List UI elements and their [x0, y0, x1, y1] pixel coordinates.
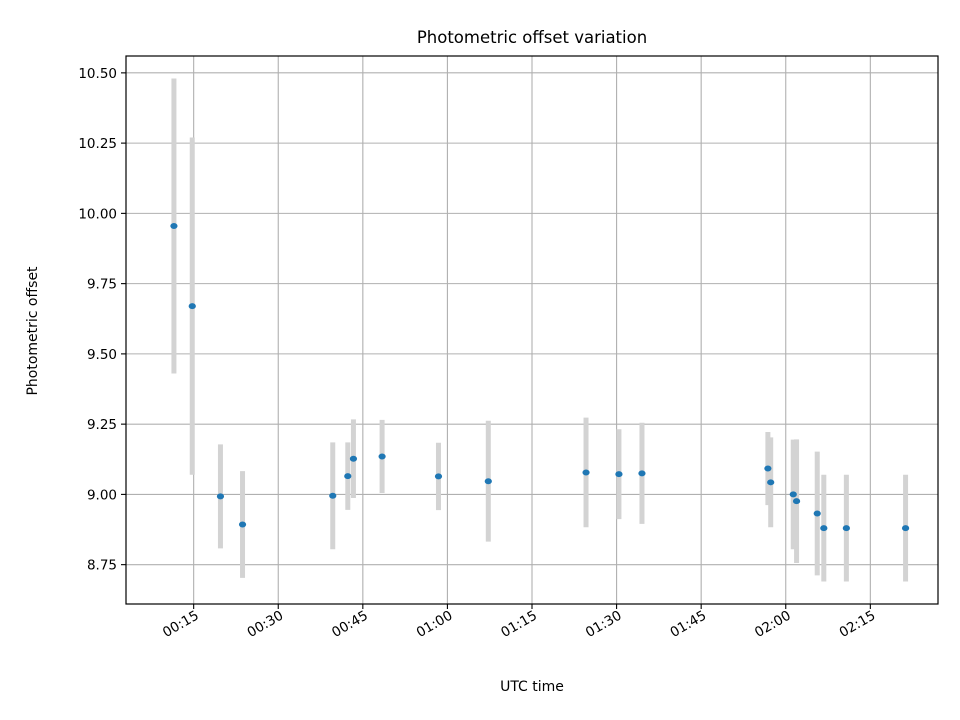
y-tick-label: 10.50: [78, 66, 117, 82]
data-point: [484, 478, 492, 485]
x-axis-label: UTC time: [500, 679, 564, 695]
tick-layer: [121, 72, 871, 609]
point-layer: [170, 223, 910, 532]
data-point: [188, 303, 196, 310]
y-tick-label: 8.75: [87, 558, 117, 574]
data-point: [329, 492, 337, 499]
data-point: [789, 491, 797, 498]
data-point: [434, 473, 443, 480]
y-axis-label: Photometric offset: [25, 266, 41, 396]
data-point: [842, 525, 850, 532]
data-point: [615, 471, 623, 478]
data-point: [764, 465, 772, 472]
data-point: [378, 453, 386, 460]
data-point: [238, 521, 247, 528]
y-tick-label: 9.75: [87, 277, 117, 293]
y-tick-label: 9.00: [87, 487, 117, 503]
data-point: [344, 473, 352, 480]
y-tick-label: 10.00: [78, 206, 117, 222]
data-point: [792, 498, 801, 505]
data-point: [901, 525, 910, 532]
data-point: [216, 493, 225, 500]
chart-title: Photometric offset variation: [417, 28, 647, 47]
data-point: [170, 223, 178, 230]
data-point: [813, 510, 821, 517]
y-tick-label: 10.25: [78, 136, 117, 152]
y-tick-label: 9.25: [87, 417, 117, 433]
data-point: [349, 455, 358, 462]
grid-layer: [126, 56, 938, 604]
data-point: [638, 470, 646, 477]
y-tick-labels: 8.75 9.00 9.25 9.50 9.75 10.00 10.25 10.50: [78, 66, 117, 574]
data-point: [767, 479, 775, 486]
data-point: [582, 469, 590, 476]
y-tick-label: 9.50: [87, 347, 117, 363]
data-point: [820, 525, 828, 532]
